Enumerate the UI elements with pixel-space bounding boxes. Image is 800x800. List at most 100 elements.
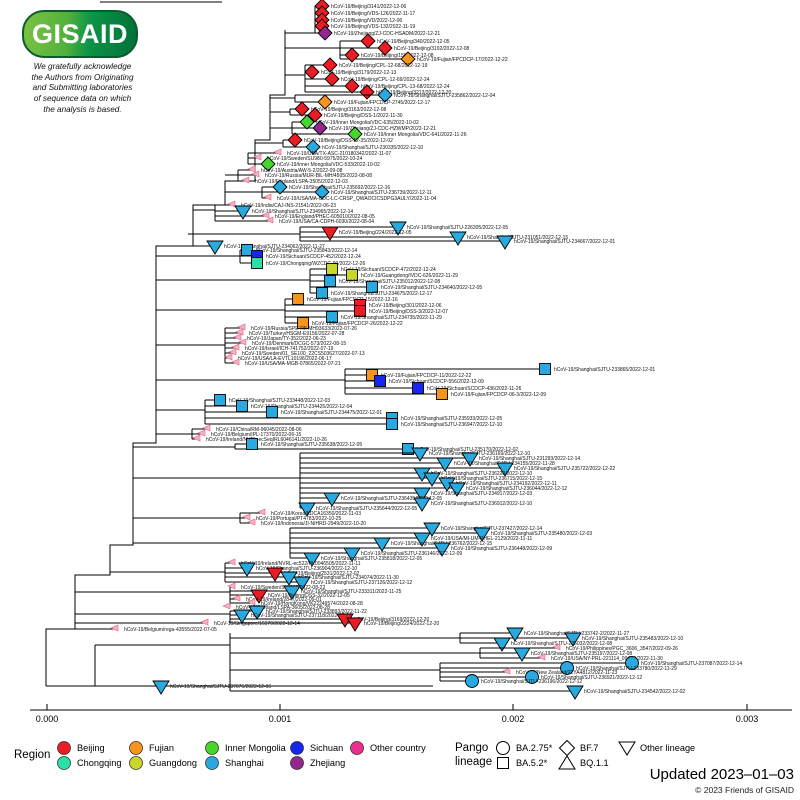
tip-marker-diamond [324, 71, 340, 87]
tip-label: hCoV-19/Sichuan/SCDCP-452/2022-12-24 [266, 254, 361, 260]
reference-tick-icon [222, 602, 231, 610]
tip-label: hCoV-19/Fujian/FPCDCP-11/2022-12-22 [381, 373, 471, 379]
clade-group: hCoV-19/Beijing/3141/2022-12-06hCoV-19/B… [285, 0, 440, 41]
tip-marker-triangle-down [250, 589, 268, 604]
tip-marker-triangle-down [323, 492, 341, 507]
clade-lines [193, 204, 270, 222]
tip-marker-triangle-down [321, 226, 339, 241]
tip-label: hCoV-19/USA/NY-PRL-221114_09A30/2022-11-… [551, 656, 663, 662]
tip-label: hCoV-19/Ireland/NVRL-ec522/RL0046505/202… [241, 561, 361, 567]
tip-label: hCoV-19/Denmark/DCGC-573/2022-08-15 [252, 341, 346, 347]
tip-label: hCoV-19/Beijing/3179/2022-12-13 [321, 70, 397, 76]
tip-marker-square [241, 244, 253, 256]
tip-label: hCoV-19/Shanghai/SJTU-236196/2022-12-12 [481, 679, 582, 685]
tip-marker-square [436, 388, 448, 400]
pango-label: BA.2.75* [516, 743, 553, 753]
tip-marker-circle [560, 661, 574, 675]
tip-marker-triangle-down [564, 632, 582, 647]
reference-tick-icon [257, 508, 266, 516]
clade-group: hCoV-19/India/CAJ-INS-21541/2022-06-23hC… [193, 200, 375, 225]
tip-label: hCoV-19/Shanghai/SJTU-236904/2022-12-10 [256, 566, 357, 572]
tip-label: hCoV-19/Beijing/224/2022-12-05 [339, 230, 412, 236]
tip-label: hCoV-19/Beijing/DSS-3/2022-12-07 [369, 309, 448, 315]
tip-label: hCoV-19/Fujian/FPCDCP-2745/2022-12-17 [334, 100, 430, 106]
region-swatch-fujian [129, 741, 143, 755]
tip-label: hCoV-19/Shanghai/SJTU-235818/2022-12-05 [321, 556, 422, 562]
region-swatch-beijing [57, 741, 71, 755]
tip-label: hCoV-19/Inner Mongolia/VDC-641/2022-11-2… [364, 132, 467, 138]
tip-marker-diamond [287, 132, 303, 148]
clade-group: hCoV-19/Shanghai/SJTU-235862/2022-12-04h… [270, 87, 495, 110]
clade-group: hCoV-19/China/RM-96045/2022-08-06hCoV-19… [156, 424, 327, 443]
clade-group: hCoV-19/Shanghai/SJTU-235692/2022-12-16h… [225, 179, 437, 202]
tip-label: hCoV-19/Shanghai/SJTU-235644/2022-12-05 [316, 506, 417, 512]
tip-label: hCoV-19/New Zealand/22YA4812/2022-11-23 [516, 670, 617, 676]
reference-tick-icon [202, 424, 211, 432]
tip-label: hCoV-19/China/RM-96045/2022-08-06 [216, 427, 302, 433]
region-swatch-shanghai [205, 756, 219, 770]
tip-label: hCoV-19/Shanghai/SJTU-231293/2022-12-14 [479, 456, 580, 462]
clade-group: hCoV-19/Russia/SPE-RII-MH93633/2022-07-2… [156, 323, 365, 367]
tip-label: hCoV-19/Shanghai/SJTU-234062/2022-11-27 [224, 244, 325, 250]
tip-label: hCoV-19/Inner Mongolia/VDC-635/2022-10-0… [316, 120, 419, 126]
tip-label: hCoV-19/Beijing/155/2022-12-08 [361, 53, 434, 59]
tip-label: hCoV-19/Shanghai/SJTU-235032/2022-12-08 [511, 641, 612, 647]
pango-label: BQ.1.1 [580, 758, 609, 768]
tip-label: hCoV-19/Beijing/DSS-1/2022-11-30 [324, 113, 403, 119]
tip-marker-diamond [260, 156, 276, 172]
tip-label: hCoV-19/Shanghai/SJTU-236921/2022-12-12 [541, 675, 642, 681]
clade-group: hCoV-19/Shanghai/SJTU-235638/2022-12-05h… [133, 438, 518, 455]
tip-label: hCoV-19/Portugal/PT4783/2022-10-25 [256, 516, 342, 522]
tip-label: hCoV-19/Shanghai/SJTU-234965/2022-12-14 [252, 209, 353, 215]
tip-marker-triangle-down [152, 680, 170, 695]
tip-marker-diamond [299, 114, 315, 130]
tip-marker-triangle-down [413, 487, 431, 502]
tip-label: hCoV-19/Shanghai/SJTU-235483/2022-12-10 [582, 636, 683, 642]
tip-label: hCoV-19/Shanghai/SJTU-230335/2022-12-10 [322, 145, 423, 151]
clade-lines [133, 527, 482, 559]
tip-marker-triangle-down [373, 537, 391, 552]
tip-label: hCoV-19/Shanghai/SJTU-236146/2022-12-09 [361, 551, 462, 557]
tip-marker-diamond [307, 107, 323, 123]
region-label: Sichuan [310, 743, 343, 753]
tip-marker-triangle-down [448, 482, 466, 497]
tip-label: hCoV-19/Beijing/3141/2022-12-06 [331, 4, 407, 10]
tip-marker-square [354, 305, 366, 317]
reference-tick-icon [227, 582, 236, 590]
tip-marker-square [316, 287, 328, 299]
reference-tick-icon [232, 594, 241, 602]
tip-marker-triangle-down [280, 571, 298, 586]
region-label: Other country [370, 743, 426, 753]
tip-label: hCoV-19/India/CAJ-INS-21541/2022-06-23 [241, 203, 336, 209]
tip-marker-square [266, 406, 278, 418]
tip-label: hCoV-19/Shanghai/SJTU-236912/2022-12-10 [431, 501, 532, 507]
tip-marker-diamond [347, 126, 363, 142]
region-label: Chongqing [77, 758, 121, 768]
clade-group: hCoV-19/Beijing/DSS-12-35/2022-12-02hCoV… [255, 132, 423, 155]
tip-marker-triangle-down [496, 462, 514, 477]
tip-label: hCoV-19/Shanghai/SJTU-235197/2022-12-08 [531, 651, 632, 657]
tip-marker-triangle-down [389, 221, 407, 236]
tip-marker-triangle-down [266, 567, 284, 582]
tip-marker-diamond [294, 101, 310, 117]
tip-label: hCoV-19/Shanghai/SJTU-235012/2022-12-08 [339, 279, 440, 285]
clade-lines [230, 647, 557, 659]
tip-marker-diamond [344, 47, 360, 63]
clade-group: hCoV-19/Shanghai/SJTU-226305/2022-12-05h… [188, 221, 615, 250]
tip-label: hCoV-19/Fujian/FPCDCP-06-3/2022-12-09 [451, 392, 546, 398]
tip-label: hCoV-19/Sichuan/SCDCP-556/2022-12-09 [389, 379, 484, 385]
pango-triangle-down-icon [618, 741, 636, 756]
tip-marker-triangle-down [433, 542, 451, 557]
tip-marker-square [236, 400, 248, 412]
clade-group: hCoV-19/Shanghai/SJTU-233742-2/2022-11-2… [230, 627, 683, 652]
tip-label: hCoV-19/Belgium/rega-43555/2022-07-05 [124, 627, 217, 633]
tip-marker-diamond [400, 51, 416, 67]
reference-tick-icon [253, 153, 262, 161]
gisaid-logo: GISAID [22, 10, 138, 58]
updated-date-label: Updated 2023–01–03 [649, 766, 794, 783]
region-swatch-other-country [350, 741, 364, 755]
tip-label: hCoV-19/Beijing/CPL-12-68/2022-12-19 [339, 63, 428, 69]
reference-tick-icon [110, 624, 119, 632]
pango-circle-icon [496, 741, 510, 755]
tip-label: hCoV-19/Chongqing/WZCDC-90/2022-12-26 [266, 261, 365, 267]
